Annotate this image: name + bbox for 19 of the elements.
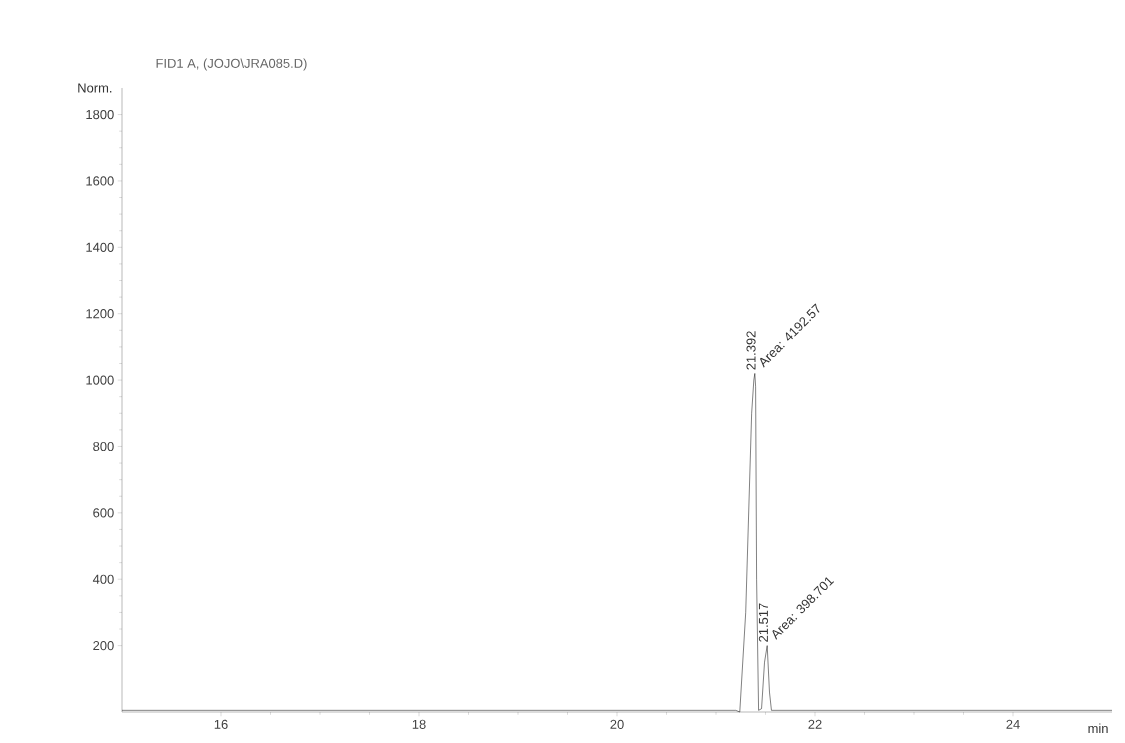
x-tick-label: 20 — [610, 719, 624, 729]
y-tick-label: 400 — [92, 574, 114, 584]
annotation: 21.392 — [746, 331, 756, 370]
y-tick-label: 600 — [93, 508, 114, 518]
y-tick-label: 1400 — [86, 242, 114, 252]
x-axis-title: min — [1088, 723, 1108, 733]
x-tick-label: 16 — [214, 719, 228, 729]
y-axis-title: Norm. — [78, 83, 112, 93]
x-tick-label: 18 — [412, 719, 426, 729]
y-tick-label: 1600 — [86, 176, 114, 186]
y-tick-label: 800 — [93, 441, 114, 452]
annotation: 21.517 — [758, 603, 768, 642]
y-tick-label: 200 — [93, 641, 114, 651]
chart-title: FID1 A, (JOJO\JRA085.D) — [156, 58, 307, 71]
y-tick-label: 1200 — [86, 309, 114, 319]
y-tick-label: 1000 — [86, 375, 114, 385]
y-tick-label: 1800 — [86, 109, 114, 120]
x-tick-label: 22 — [808, 719, 822, 729]
x-tick-label: 24 — [1006, 719, 1020, 729]
